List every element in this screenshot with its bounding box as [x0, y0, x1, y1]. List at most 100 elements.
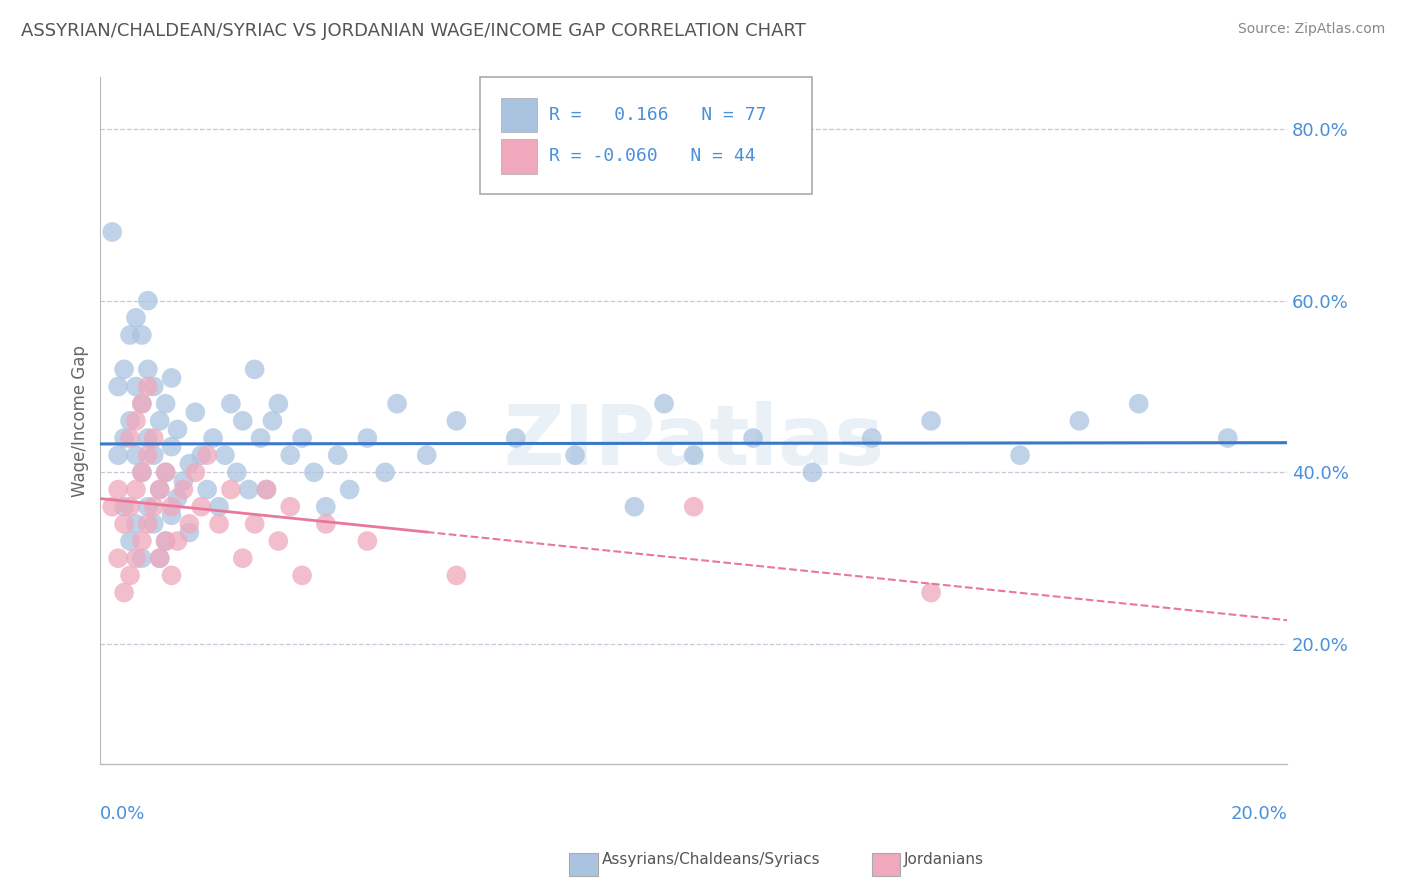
- Point: [166, 491, 188, 505]
- Point: [278, 500, 301, 514]
- Point: [291, 431, 314, 445]
- Point: [142, 516, 165, 531]
- Point: [225, 466, 247, 480]
- Point: [179, 516, 201, 531]
- Point: [131, 466, 153, 480]
- Point: [195, 483, 218, 497]
- Point: [160, 500, 183, 514]
- Point: [125, 310, 148, 325]
- Point: [118, 414, 141, 428]
- Point: [125, 414, 148, 428]
- Point: [179, 525, 201, 540]
- Text: ZIPatlas: ZIPatlas: [503, 401, 884, 482]
- Point: [219, 397, 242, 411]
- Point: [160, 568, 183, 582]
- Point: [302, 466, 325, 480]
- Point: [136, 362, 159, 376]
- Point: [155, 534, 177, 549]
- Point: [315, 516, 337, 531]
- Point: [1010, 448, 1032, 462]
- Point: [142, 379, 165, 393]
- Point: [101, 500, 124, 514]
- Point: [112, 362, 135, 376]
- Point: [125, 379, 148, 393]
- Point: [155, 466, 177, 480]
- Point: [195, 448, 218, 462]
- Point: [160, 440, 183, 454]
- Point: [1216, 431, 1239, 445]
- Point: [415, 448, 437, 462]
- Point: [149, 551, 172, 566]
- Point: [190, 500, 212, 514]
- Point: [238, 483, 260, 497]
- Point: [623, 500, 645, 514]
- Point: [214, 448, 236, 462]
- Point: [356, 534, 378, 549]
- Point: [160, 371, 183, 385]
- Point: [131, 466, 153, 480]
- Point: [374, 466, 396, 480]
- Point: [682, 448, 704, 462]
- Point: [190, 448, 212, 462]
- Point: [356, 431, 378, 445]
- Point: [131, 328, 153, 343]
- Point: [920, 414, 942, 428]
- Point: [184, 405, 207, 419]
- Point: [149, 483, 172, 497]
- Text: 20.0%: 20.0%: [1230, 805, 1286, 823]
- Point: [208, 516, 231, 531]
- Point: [149, 483, 172, 497]
- Point: [172, 474, 194, 488]
- Point: [256, 483, 278, 497]
- Point: [208, 500, 231, 514]
- Point: [166, 534, 188, 549]
- Point: [243, 516, 266, 531]
- FancyBboxPatch shape: [502, 98, 537, 132]
- Point: [131, 551, 153, 566]
- Point: [131, 534, 153, 549]
- Text: R =   0.166   N = 77: R = 0.166 N = 77: [548, 106, 766, 124]
- Point: [136, 448, 159, 462]
- Point: [202, 431, 225, 445]
- Point: [801, 466, 824, 480]
- Point: [385, 397, 408, 411]
- Point: [682, 500, 704, 514]
- Point: [249, 431, 271, 445]
- Point: [860, 431, 883, 445]
- Point: [267, 397, 290, 411]
- Point: [179, 457, 201, 471]
- Point: [125, 551, 148, 566]
- Point: [112, 500, 135, 514]
- Point: [107, 448, 129, 462]
- Point: [1128, 397, 1150, 411]
- Point: [219, 483, 242, 497]
- Point: [232, 414, 254, 428]
- Point: [101, 225, 124, 239]
- Point: [256, 483, 278, 497]
- Text: 0.0%: 0.0%: [100, 805, 146, 823]
- Point: [742, 431, 765, 445]
- Point: [652, 397, 675, 411]
- Point: [136, 431, 159, 445]
- Point: [118, 568, 141, 582]
- Text: Jordanians: Jordanians: [904, 852, 984, 867]
- Y-axis label: Wage/Income Gap: Wage/Income Gap: [72, 345, 89, 497]
- Point: [267, 534, 290, 549]
- Point: [125, 448, 148, 462]
- Point: [107, 483, 129, 497]
- Point: [446, 414, 468, 428]
- Point: [326, 448, 349, 462]
- Point: [136, 379, 159, 393]
- Point: [315, 500, 337, 514]
- Point: [118, 328, 141, 343]
- Point: [155, 397, 177, 411]
- Text: R = -0.060   N = 44: R = -0.060 N = 44: [548, 147, 755, 165]
- Point: [160, 508, 183, 523]
- Point: [505, 431, 527, 445]
- Point: [149, 551, 172, 566]
- Point: [1069, 414, 1091, 428]
- Point: [131, 397, 153, 411]
- Point: [172, 483, 194, 497]
- Point: [232, 551, 254, 566]
- Point: [920, 585, 942, 599]
